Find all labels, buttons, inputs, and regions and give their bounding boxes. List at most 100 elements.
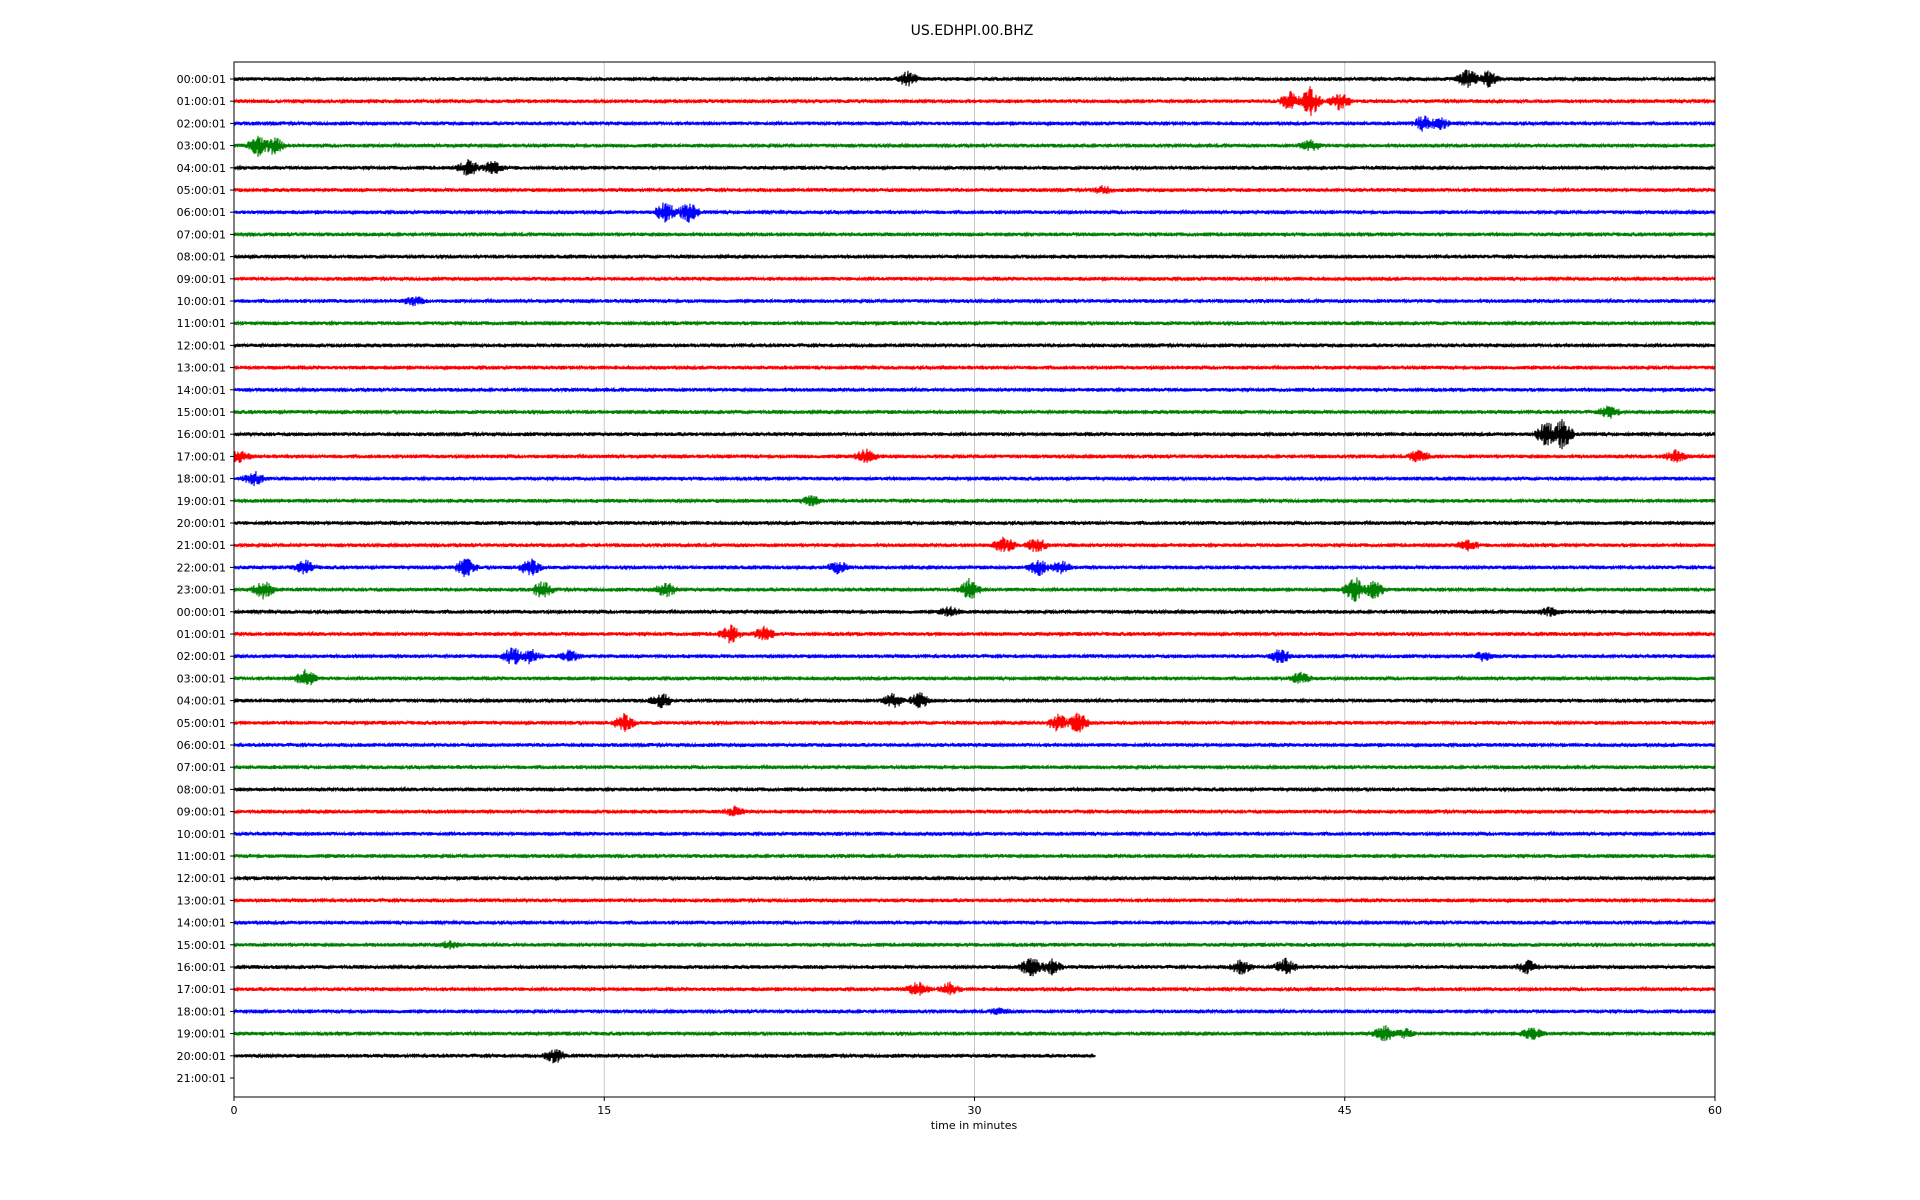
y-tick-label: 18:00:01	[177, 473, 226, 486]
trace-row-12	[233, 341, 1716, 349]
trace-row-2	[233, 115, 1716, 132]
x-tick-label: 15	[597, 1104, 611, 1117]
trace-row-13	[233, 364, 1716, 372]
trace-row-31	[233, 763, 1716, 771]
y-tick-label: 12:00:01	[177, 872, 226, 885]
trace-row-10	[233, 296, 1716, 307]
trace-row-1	[233, 86, 1716, 116]
trace-row-6	[233, 202, 1716, 223]
y-tick-label: 10:00:01	[177, 295, 226, 308]
y-tick-label: 11:00:01	[177, 850, 226, 863]
y-tick-label: 20:00:01	[177, 517, 226, 530]
trace-row-28	[233, 692, 1716, 709]
plot-frame	[233, 61, 1716, 1098]
y-tick-label: 04:00:01	[177, 695, 226, 708]
vertical-gridlines	[603, 62, 1346, 1097]
y-tick-label: 04:00:01	[177, 162, 226, 175]
trace-row-0	[233, 69, 1716, 88]
trace-row-24	[233, 606, 1716, 617]
trace-row-9	[233, 275, 1716, 283]
y-tick-label: 06:00:01	[177, 206, 226, 219]
y-tick-label: 23:00:01	[177, 584, 226, 597]
trace-row-39	[233, 940, 1716, 950]
trace-row-14	[233, 386, 1716, 394]
trace-row-36	[233, 874, 1716, 882]
y-tick-label: 16:00:01	[177, 428, 226, 441]
x-tick-label: 60	[1708, 1104, 1722, 1117]
trace-row-40	[233, 957, 1716, 977]
y-tick-label: 13:00:01	[177, 362, 226, 375]
trace-row-29	[233, 712, 1716, 733]
trace-row-11	[233, 319, 1716, 327]
y-tick-label: 06:00:01	[177, 739, 226, 752]
trace-row-42	[233, 1007, 1716, 1016]
y-tick-label: 08:00:01	[177, 783, 226, 796]
trace-row-22	[233, 558, 1716, 578]
trace-row-44	[233, 1049, 1096, 1064]
y-tick-label: 03:00:01	[177, 672, 226, 685]
x-tick-label: 45	[1338, 1104, 1352, 1117]
y-tick-label: 10:00:01	[177, 828, 226, 841]
y-tick-label: 11:00:01	[177, 317, 226, 330]
trace-row-8	[233, 253, 1716, 261]
y-tick-label: 03:00:01	[177, 140, 226, 153]
y-tick-label: 21:00:01	[177, 539, 226, 552]
y-tick-label: 21:00:01	[177, 1072, 226, 1085]
trace-row-26	[233, 647, 1716, 665]
y-tick-label: 09:00:01	[177, 273, 226, 286]
y-tick-label: 18:00:01	[177, 1005, 226, 1018]
y-tick-label: 22:00:01	[177, 561, 226, 574]
chart-title: US.EDHPI.00.BHZ	[911, 23, 1034, 39]
trace-row-20	[233, 519, 1716, 527]
y-tick-label: 01:00:01	[177, 95, 226, 108]
trace-row-5	[233, 185, 1716, 194]
y-tick-label: 05:00:01	[177, 717, 226, 730]
trace-row-15	[233, 405, 1716, 419]
trace-row-25	[233, 624, 1716, 644]
y-tick-label: 00:00:01	[177, 73, 226, 86]
y-tick-label: 19:00:01	[177, 495, 226, 508]
y-tick-label: 13:00:01	[177, 894, 226, 907]
y-tick-label: 08:00:01	[177, 251, 226, 264]
trace-row-4	[233, 159, 1716, 176]
y-tick-label: 15:00:01	[177, 939, 226, 952]
trace-row-23	[233, 577, 1716, 603]
trace-row-27	[233, 669, 1716, 686]
y-tick-label: 01:00:01	[177, 628, 226, 641]
trace-row-43	[233, 1025, 1716, 1042]
trace-row-16	[233, 419, 1716, 450]
trace-row-17	[233, 448, 1716, 463]
trace-row-33	[233, 805, 1716, 817]
trace-row-21	[233, 536, 1716, 552]
y-tick-label: 05:00:01	[177, 184, 226, 197]
trace-row-34	[233, 830, 1716, 838]
y-tick-label: 07:00:01	[177, 228, 226, 241]
x-tick-label: 30	[968, 1104, 982, 1117]
y-tick-label: 19:00:01	[177, 1028, 226, 1041]
trace-row-19	[233, 495, 1716, 507]
y-tick-label: 02:00:01	[177, 650, 226, 663]
y-tick-label: 20:00:01	[177, 1050, 226, 1063]
trace-row-41	[233, 981, 1716, 996]
trace-row-30	[233, 741, 1716, 749]
trace-row-18	[233, 471, 1716, 487]
y-tick-labels: 00:00:01 01:00:01 02:00:01 03:00:01 04:00:01…	[177, 73, 234, 1085]
trace-row-3	[233, 135, 1716, 158]
trace-row-32	[233, 785, 1716, 793]
y-tick-label: 02:00:01	[177, 117, 226, 130]
y-tick-label: 12:00:01	[177, 339, 226, 352]
y-tick-label: 00:00:01	[177, 606, 226, 619]
x-tick-label: 0	[231, 1104, 238, 1117]
y-tick-label: 17:00:01	[177, 983, 226, 996]
x-axis-label: time in minutes	[931, 1119, 1018, 1132]
y-tick-label: 14:00:01	[177, 384, 226, 397]
y-tick-label: 09:00:01	[177, 806, 226, 819]
trace-row-35	[233, 852, 1716, 860]
x-ticks: 0 15 30 45 60	[231, 1097, 1722, 1117]
y-tick-label: 17:00:01	[177, 450, 226, 463]
trace-row-7	[233, 230, 1716, 238]
trace-row-37	[233, 896, 1716, 904]
y-tick-label: 14:00:01	[177, 917, 226, 930]
y-tick-label: 16:00:01	[177, 961, 226, 974]
y-tick-label: 07:00:01	[177, 761, 226, 774]
